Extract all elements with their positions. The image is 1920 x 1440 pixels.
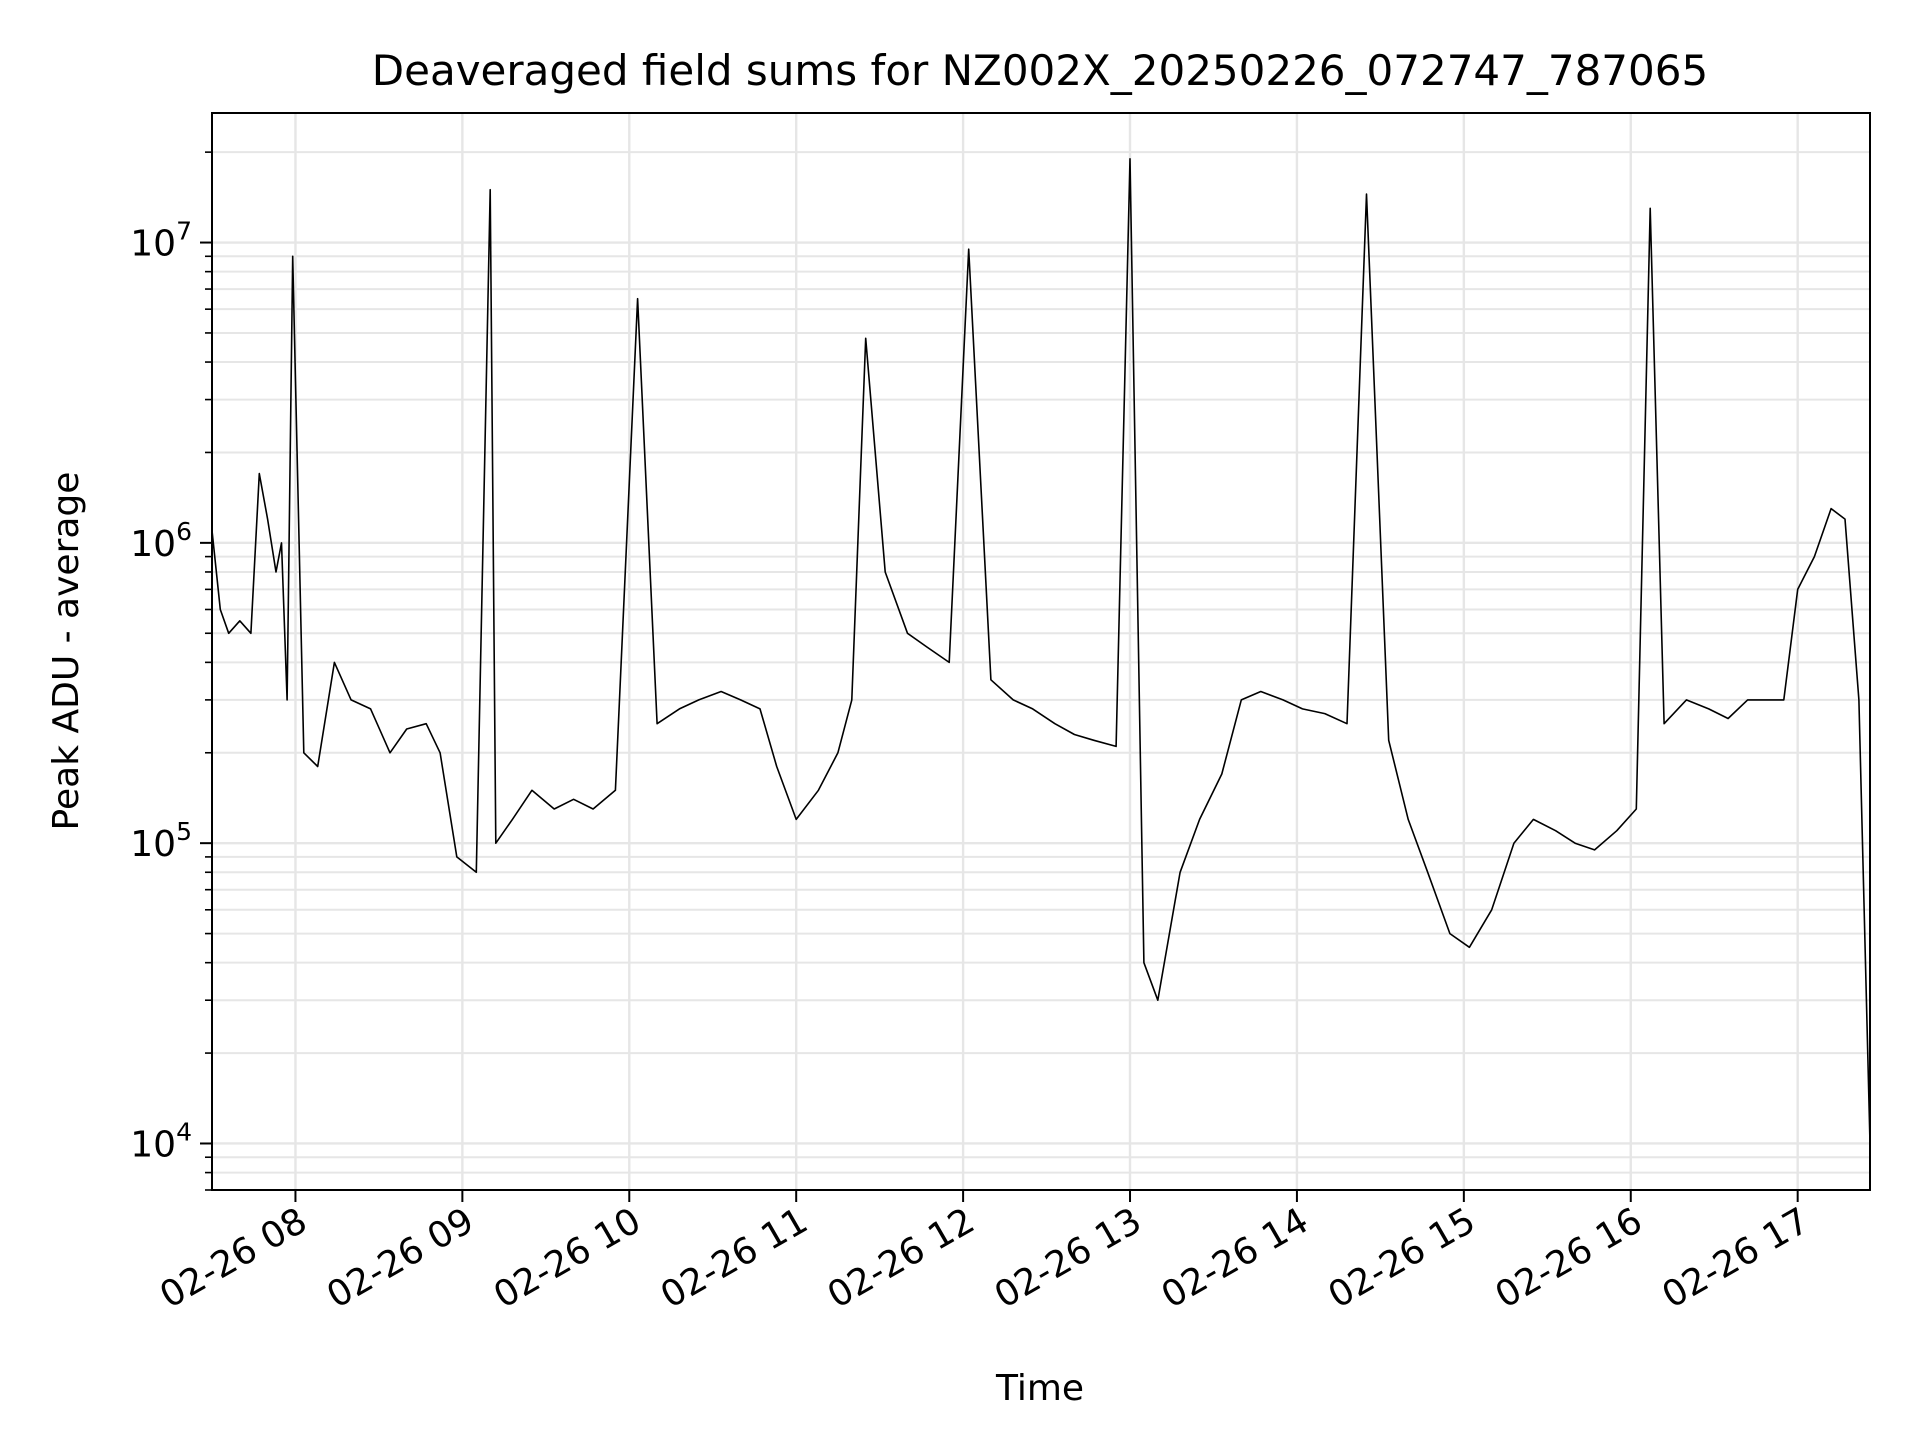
grid [212,113,1870,1191]
y-axis-label: Peak ADU - average [46,472,87,831]
y-tick-label: 106 [130,517,192,565]
y-tick-label: 107 [130,217,192,265]
x-axis-label: Time [995,1368,1084,1409]
chart-title: Deaveraged field sums for NZ002X_2025022… [372,46,1708,95]
series-line-0 [211,158,1871,1144]
series-layer [211,158,1871,1144]
y-axis: 104 105 106 107 [130,151,212,1191]
y-tick-label: 104 [130,1117,192,1165]
plot-area-frame [211,112,1871,1191]
y-tick-label: 105 [130,817,192,865]
